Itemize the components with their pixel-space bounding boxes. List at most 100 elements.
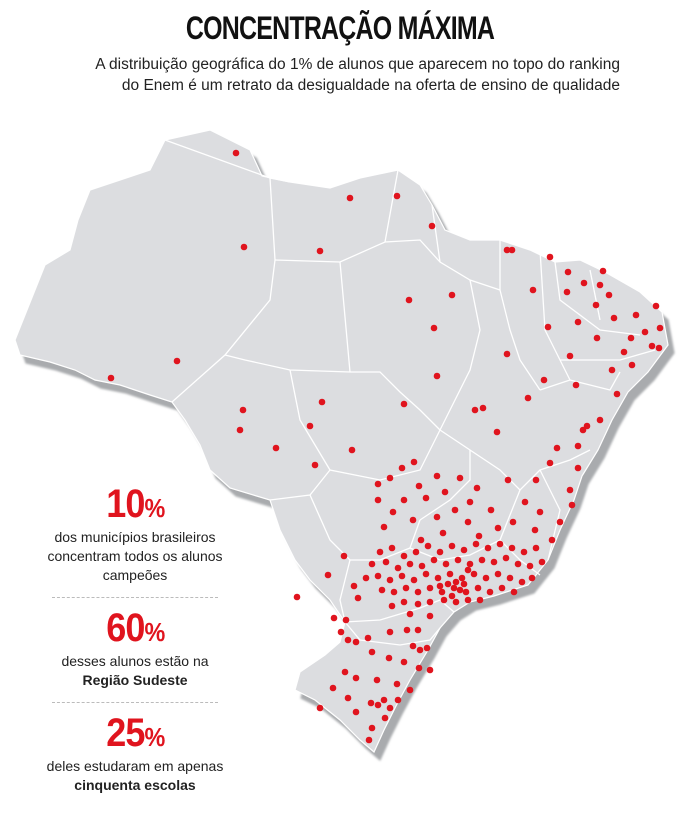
map-dot	[466, 498, 474, 506]
stats-panel: 10% dos municípios brasileiros concentra…	[40, 478, 230, 803]
divider	[52, 702, 218, 703]
map-dot	[342, 616, 350, 624]
map-dot	[324, 571, 332, 579]
map-dot	[173, 357, 181, 365]
map-dot	[482, 574, 490, 582]
map-dot	[337, 628, 345, 636]
map-dot	[412, 548, 420, 556]
map-dot	[532, 544, 540, 552]
map-dot	[239, 406, 247, 414]
map-dot	[388, 602, 396, 610]
map-dot	[620, 348, 628, 356]
map-dot	[374, 496, 382, 504]
stat-label: desses alunos estão na Região Sudeste	[61, 653, 209, 688]
map-dot	[648, 342, 656, 350]
map-dot	[409, 642, 417, 650]
map-dot	[464, 596, 472, 604]
map-dot	[426, 584, 434, 592]
map-dot	[400, 552, 408, 560]
map-dot	[546, 253, 554, 261]
map-dot	[422, 570, 430, 578]
map-dot	[236, 426, 244, 434]
map-dot	[592, 301, 600, 309]
map-dot	[596, 416, 604, 424]
map-dot	[451, 506, 459, 514]
map-dot	[433, 472, 441, 480]
map-dot	[386, 628, 394, 636]
map-dot	[354, 594, 362, 602]
map-dot	[466, 560, 474, 568]
map-dot	[460, 580, 468, 588]
map-dot	[444, 580, 452, 588]
map-dot	[400, 598, 408, 606]
map-dot	[240, 243, 248, 251]
map-dot	[439, 529, 447, 537]
map-dot	[504, 476, 512, 484]
subtitle-line-2: do Enem é um retrato da desigualdade na …	[121, 77, 620, 94]
map-dot	[409, 516, 417, 524]
map-dot	[368, 724, 376, 732]
map-dot	[344, 636, 352, 644]
map-dot	[498, 584, 506, 592]
map-dot	[422, 494, 430, 502]
map-dot	[386, 576, 394, 584]
map-dot	[341, 668, 349, 676]
map-dot	[400, 658, 408, 666]
map-dot	[403, 626, 411, 634]
map-subtitle: A distribuição geográfica do 1% de aluno…	[40, 54, 620, 96]
map-dot	[458, 574, 466, 582]
map-dot	[566, 486, 574, 494]
map-dot	[441, 488, 449, 496]
map-dot	[346, 194, 354, 202]
map-dot	[414, 588, 422, 596]
map-dot	[415, 482, 423, 490]
stat-sudeste: 60% desses alunos estão na Região Sudeste	[40, 602, 230, 698]
map-dot	[460, 546, 468, 554]
map-dot	[394, 696, 402, 704]
map-dot	[416, 646, 424, 654]
map-dot	[574, 442, 582, 450]
map-dot	[400, 496, 408, 504]
map-dot	[613, 390, 621, 398]
map-dot	[426, 666, 434, 674]
map-dot	[378, 586, 386, 594]
map-dot	[529, 286, 537, 294]
map-dot	[462, 588, 470, 596]
map-dot	[484, 544, 492, 552]
map-dot	[574, 464, 582, 472]
map-dot	[608, 366, 616, 374]
map-dot	[487, 506, 495, 514]
map-dot	[536, 508, 544, 516]
map-dot	[433, 372, 441, 380]
map-dot	[434, 574, 442, 582]
map-dot	[442, 560, 450, 568]
divider	[52, 597, 218, 598]
map-dot	[344, 694, 352, 702]
map-dot	[448, 542, 456, 550]
map-dot	[352, 638, 360, 646]
map-dot	[627, 334, 635, 342]
map-dot	[417, 536, 425, 544]
map-dot	[544, 323, 552, 331]
map-dot	[352, 708, 360, 716]
map-dot	[456, 474, 464, 482]
map-dot	[448, 291, 456, 299]
map-dot	[410, 576, 418, 584]
map-dot	[474, 584, 482, 592]
map-dot	[329, 684, 337, 692]
map-dot	[486, 588, 494, 596]
stat-municipios: 10% dos municípios brasileiros concentra…	[40, 478, 230, 593]
map-dot	[454, 556, 462, 564]
map-dot	[380, 696, 388, 704]
stat-value: 10%	[105, 482, 165, 526]
stat-emphasis: cinquenta escolas	[74, 777, 196, 793]
map-dot	[526, 562, 534, 570]
map-dot	[433, 513, 441, 521]
map-dot	[532, 476, 540, 484]
map-dot	[610, 314, 618, 322]
map-dot	[340, 552, 348, 560]
map-dot	[446, 570, 454, 578]
stat-value: 60%	[105, 606, 165, 650]
map-dot	[502, 554, 510, 562]
map-dot	[520, 548, 528, 556]
